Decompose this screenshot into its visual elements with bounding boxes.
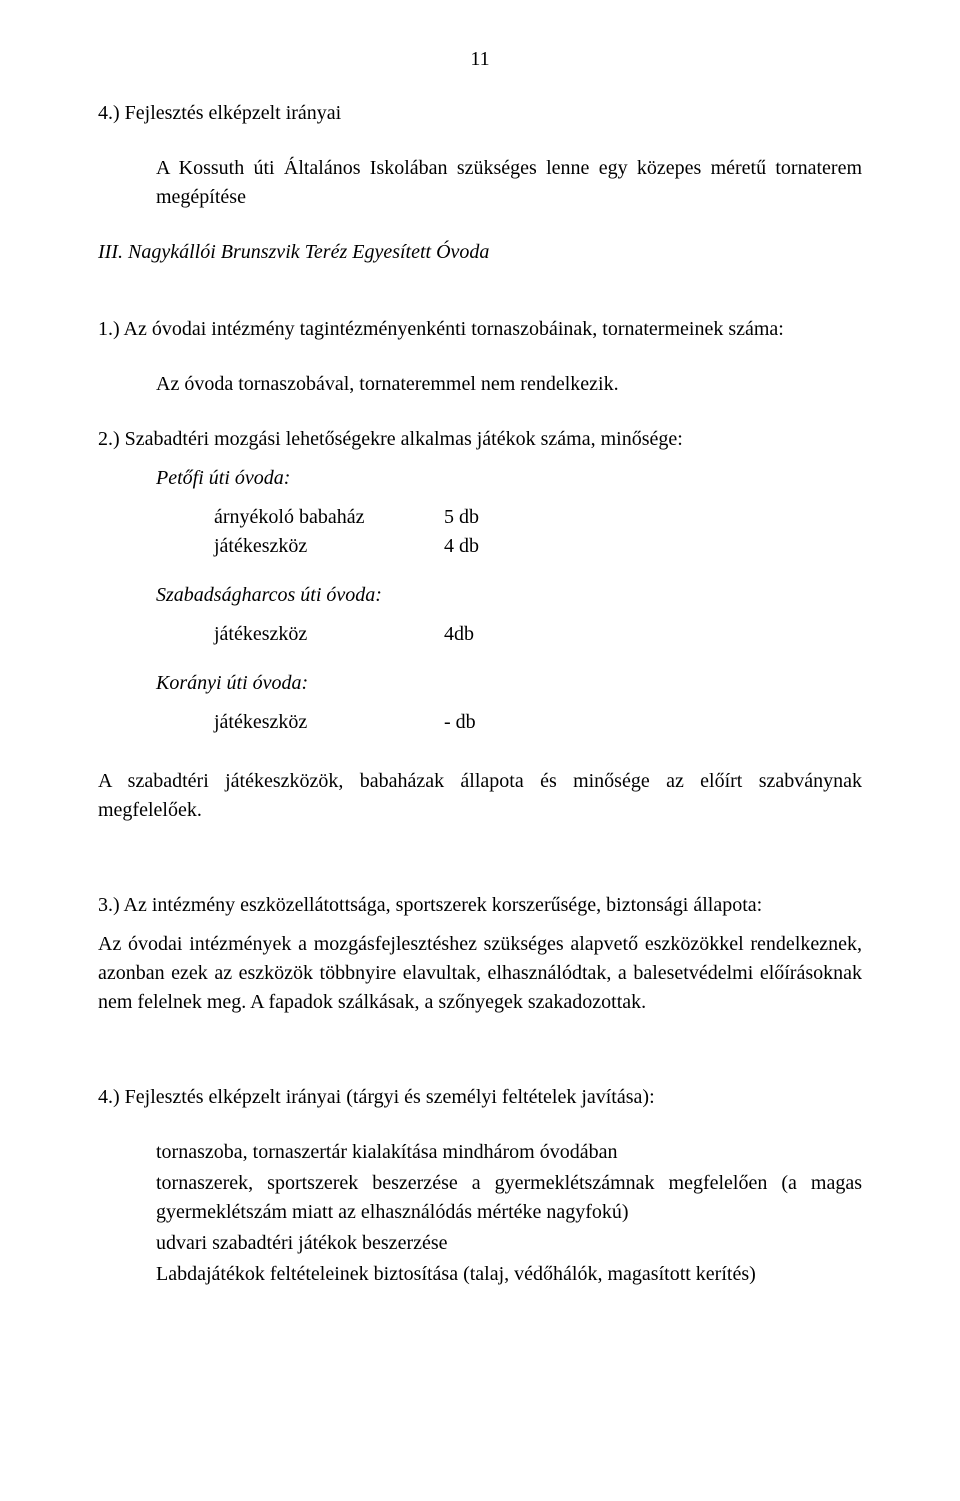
item-value: 4 db [444,532,479,561]
point-2-title: 2.) Szabadtéri mozgási lehetőségekre alk… [98,425,862,454]
item-label: játékeszköz [214,532,444,561]
bullet-item: udvari szabadtéri játékok beszerzése [156,1229,862,1258]
item-value: 4db [444,620,474,649]
ovoda-a-list: árnyékoló babaház 5 db játékeszköz 4 db [98,503,862,561]
section-iii-title: III. Nagykállói Brunszvik Teréz Egyesíte… [98,238,862,267]
document-page: 11 4.) Fejlesztés elképzelt irányai A Ko… [0,0,960,1291]
section-4-body: A Kossuth úti Általános Iskolában szüksé… [98,154,862,212]
point-3-title: 3.) Az intézmény eszközellátottsága, spo… [98,891,862,920]
item-label: árnyékoló babaház [214,503,444,532]
list-item: árnyékoló babaház 5 db [98,503,862,532]
ovoda-c-label: Korányi úti óvoda: [98,669,862,698]
list-item: játékeszköz 4 db [98,532,862,561]
bullet-item: Labdajátékok feltételeinek biztosítása (… [156,1260,862,1289]
item-label: játékeszköz [214,620,444,649]
ovoda-b-label: Szabadságharcos úti óvoda: [98,581,862,610]
ovoda-a-label: Petőfi úti óvoda: [98,464,862,493]
point-4-title: 4.) Fejlesztés elképzelt irányai (tárgyi… [98,1083,862,1112]
list-item: játékeszköz 4db [98,620,862,649]
page-number: 11 [98,48,862,71]
point-4-bullets: tornaszoba, tornaszertár kialakítása min… [98,1138,862,1289]
point-3-body: Az óvodai intézmények a mozgásfejlesztés… [98,930,862,1017]
bullet-item: tornaszoba, tornaszertár kialakítása min… [156,1138,862,1167]
item-value: - db [444,708,476,737]
item-value: 5 db [444,503,479,532]
ovoda-b-list: játékeszköz 4db [98,620,862,649]
item-label: játékeszköz [214,708,444,737]
point-1-body: Az óvoda tornaszobával, tornateremmel ne… [98,370,862,399]
ovoda-c-list: játékeszköz - db [98,708,862,737]
point-1-title: 1.) Az óvodai intézmény tagintézményenké… [98,315,862,344]
bullet-item: tornaszerek, sportszerek beszerzése a gy… [156,1169,862,1227]
section-4-title: 4.) Fejlesztés elképzelt irányai [98,99,862,128]
point-2-after: A szabadtéri játékeszközök, babaházak ál… [98,767,862,825]
list-item: játékeszköz - db [98,708,862,737]
